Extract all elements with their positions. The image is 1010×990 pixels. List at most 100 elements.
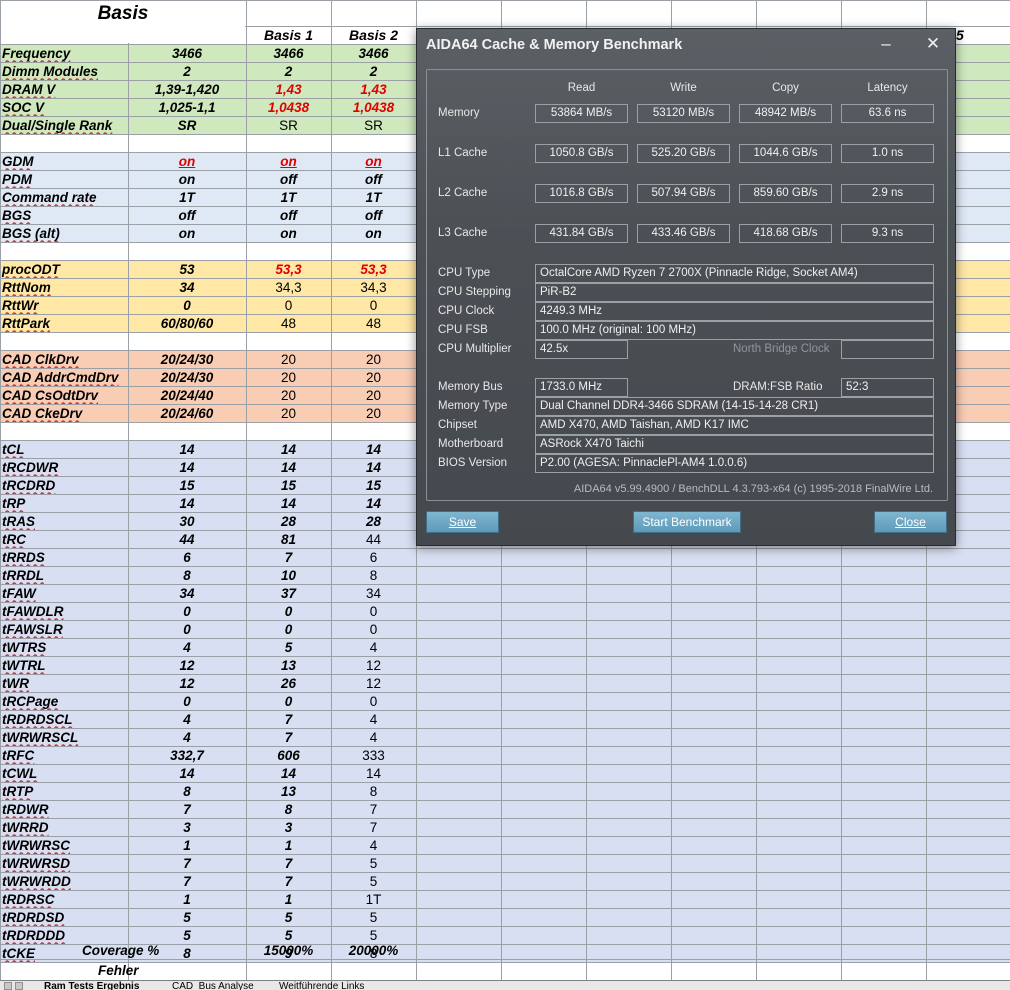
row-label[interactable]: tRAS (2, 513, 35, 529)
coverage-value[interactable]: 20000% (348, 942, 399, 958)
cell-value[interactable]: 14 (179, 441, 195, 457)
cell-value[interactable]: 34 (179, 279, 195, 295)
cell-value[interactable]: 14 (179, 495, 195, 511)
cell-value[interactable]: 0 (284, 297, 293, 313)
cell-value[interactable]: 9 (284, 945, 293, 961)
row-label[interactable]: CAD CkeDrv (2, 405, 83, 421)
cell-value[interactable]: 1 (284, 837, 293, 853)
cell-value[interactable]: 1T (179, 189, 195, 205)
cell-value[interactable]: 7 (284, 729, 293, 745)
cell-value[interactable]: 0 (183, 297, 191, 313)
row-label[interactable]: tCKE (2, 945, 35, 961)
cell-value[interactable]: 5 (183, 927, 191, 943)
row-label[interactable]: tWRWRSCL (2, 729, 79, 745)
cell-value[interactable]: 15 (179, 477, 195, 493)
cell-value[interactable]: 332,7 (170, 747, 204, 763)
cell-value[interactable]: 44 (179, 531, 195, 547)
cell-value[interactable]: 4 (183, 711, 191, 727)
cell-value[interactable]: 0 (369, 603, 378, 619)
row-label[interactable]: tCWL (2, 765, 38, 781)
cell-value[interactable]: 8 (369, 567, 378, 583)
row-label[interactable]: PDM (2, 171, 32, 187)
cell-value[interactable]: 0 (183, 621, 191, 637)
cell-value[interactable]: 606 (277, 747, 300, 763)
cell-value[interactable]: 6 (369, 549, 378, 565)
row-label[interactable]: BGS (2, 207, 32, 223)
cell-value[interactable]: 13 (280, 783, 297, 799)
cell-value[interactable]: 5 (183, 909, 191, 925)
cell-value[interactable]: 14 (280, 765, 297, 781)
cell-value[interactable]: 7 (183, 873, 191, 889)
row-label[interactable]: RttPark (2, 315, 51, 331)
cell-value[interactable]: 1T (365, 891, 382, 907)
cell-value[interactable]: on (365, 153, 382, 169)
cell-value[interactable]: 7 (284, 873, 293, 889)
cell-value[interactable]: 0 (369, 621, 378, 637)
cell-value[interactable]: 4 (369, 711, 378, 727)
cell-value[interactable]: 20 (280, 405, 297, 421)
cell-value[interactable]: 3 (183, 819, 191, 835)
cell-value[interactable]: 12 (365, 657, 382, 673)
sheet-tab[interactable]: Weitführende Links (279, 981, 365, 990)
cell-value[interactable]: 44 (365, 531, 382, 547)
cell-value[interactable]: 20/24/30 (160, 351, 214, 367)
cell-value[interactable]: 3466 (273, 45, 304, 61)
save-button[interactable]: Save (426, 511, 499, 533)
sheet-tab[interactable]: CAD_Bus Analyse (172, 981, 254, 990)
cell-value[interactable]: 53 (179, 261, 195, 277)
cell-value[interactable]: 0 (183, 693, 191, 709)
cell-value[interactable]: 0 (369, 693, 378, 709)
row-label[interactable]: tRDRDDD (2, 927, 65, 943)
cell-value[interactable]: 53,3 (275, 261, 302, 277)
row-label[interactable]: tRDRSC (2, 891, 55, 907)
row-label[interactable]: tWRRD (2, 819, 49, 835)
cell-value[interactable]: 20 (280, 351, 297, 367)
cell-value[interactable]: 1,43 (360, 81, 387, 97)
close-icon[interactable]: ✕ (925, 34, 941, 53)
cell-value[interactable]: 8 (183, 567, 191, 583)
row-label[interactable]: Command rate (2, 189, 97, 205)
cell-value[interactable]: 1,39-1,420 (154, 81, 220, 97)
row-label[interactable]: tRCPage (2, 693, 59, 709)
row-label[interactable]: DRAM V (2, 81, 56, 97)
cell-value[interactable]: 3466 (171, 45, 203, 61)
row-label[interactable]: tRCDRD (2, 477, 56, 493)
cell-value[interactable]: 5 (369, 855, 378, 871)
cell-value[interactable]: 34,3 (360, 279, 387, 295)
cell-value[interactable]: 14 (365, 459, 382, 475)
first-sheet-icon[interactable] (4, 982, 12, 990)
cell-value[interactable]: 12 (365, 675, 382, 691)
row-label[interactable]: GDM (2, 153, 34, 169)
cell-value[interactable]: 0 (284, 693, 293, 709)
row-label[interactable]: tRTP (2, 783, 34, 799)
row-label[interactable]: Frequency (2, 45, 71, 61)
cell-value[interactable]: 60/80/60 (160, 315, 214, 331)
row-label[interactable]: CAD AddrCmdDrv (2, 369, 119, 385)
cell-value[interactable]: 7 (284, 549, 293, 565)
cell-value[interactable]: 53,3 (360, 261, 387, 277)
sheet-tab[interactable]: Ram Tests Ergebnis (44, 981, 140, 990)
cell-value[interactable]: 1 (183, 891, 191, 907)
cell-value[interactable]: 7 (369, 801, 378, 817)
cell-value[interactable]: 5 (369, 873, 378, 889)
row-label[interactable]: tFAWSLR (2, 621, 63, 637)
row-label[interactable]: SOC V (2, 99, 45, 115)
cell-value[interactable]: on (178, 225, 196, 241)
row-label[interactable]: tRDRDSCL (2, 711, 73, 727)
cell-value[interactable]: 48 (365, 315, 382, 331)
cell-value[interactable]: 20 (365, 405, 382, 421)
cell-value[interactable]: 20 (365, 351, 382, 367)
cell-value[interactable]: 15 (365, 477, 382, 493)
row-label[interactable]: tRDWR (2, 801, 49, 817)
cell-value[interactable]: 20/24/30 (160, 369, 214, 385)
cell-value[interactable]: 14 (280, 459, 297, 475)
row-label[interactable]: tRDRDSD (2, 909, 65, 925)
row-label[interactable]: Dual/Single Rank (2, 117, 113, 133)
cell-value[interactable]: off (365, 171, 382, 187)
cell-value[interactable]: 1,025-1,1 (158, 99, 216, 115)
cell-value[interactable]: 1,0438 (267, 99, 310, 115)
cell-value[interactable]: 5 (369, 927, 378, 943)
cell-value[interactable]: off (280, 207, 297, 223)
cell-value[interactable]: 10 (280, 567, 297, 583)
cell-value[interactable]: on (280, 225, 297, 241)
